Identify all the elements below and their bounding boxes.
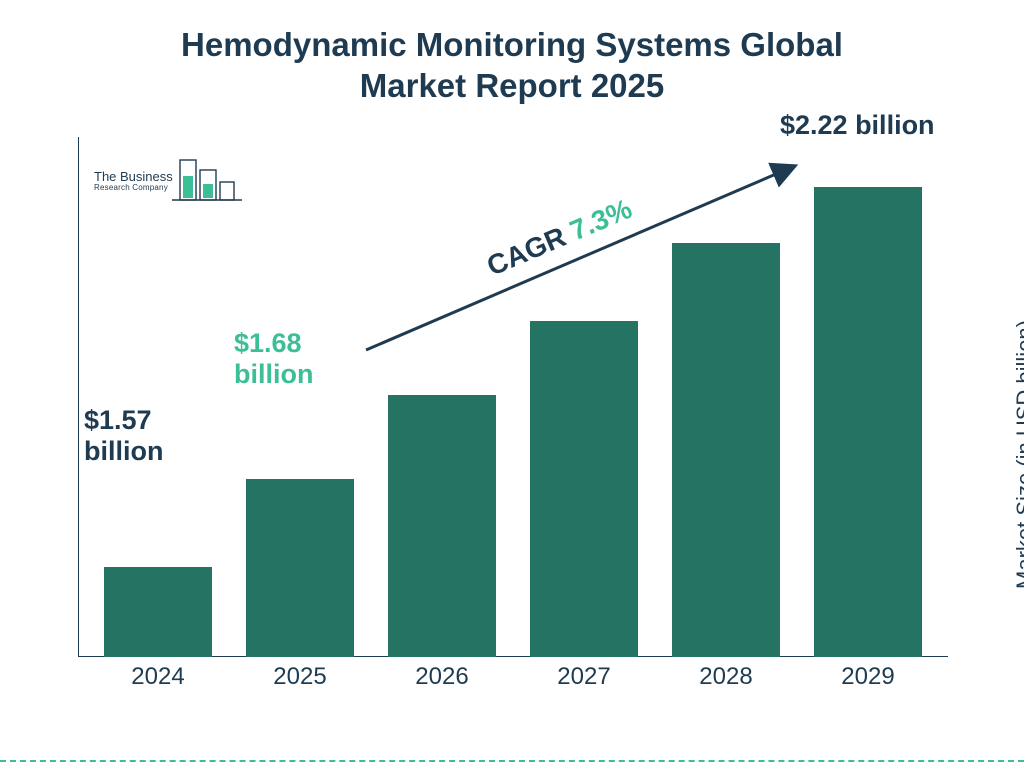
xtick-2027: 2027 bbox=[530, 657, 638, 695]
bars-container bbox=[78, 137, 948, 657]
xtick-2026: 2026 bbox=[388, 657, 496, 695]
bar-2028 bbox=[672, 243, 780, 657]
xtick-2025: 2025 bbox=[246, 657, 354, 695]
xtick-2024: 2024 bbox=[104, 657, 212, 695]
value-label-2029: $2.22 billion bbox=[780, 110, 935, 141]
x-tick-labels: 2024 2025 2026 2027 2028 2029 bbox=[78, 657, 948, 695]
title-line-2: Market Report 2025 bbox=[360, 67, 664, 104]
bar-2026 bbox=[388, 395, 496, 657]
chart-title: Hemodynamic Monitoring Systems Global Ma… bbox=[0, 24, 1024, 107]
value-label-2025: $1.68billion bbox=[234, 328, 313, 390]
bar-2029 bbox=[814, 187, 922, 657]
value-label-2024: $1.57billion bbox=[84, 405, 163, 467]
bar-2027 bbox=[530, 321, 638, 657]
bar-2025 bbox=[246, 479, 354, 657]
y-axis-label: Market Size (in USD billion) bbox=[1012, 320, 1024, 589]
bar-chart: 2024 2025 2026 2027 2028 2029 bbox=[78, 125, 948, 695]
title-line-1: Hemodynamic Monitoring Systems Global bbox=[181, 26, 843, 63]
xtick-2028: 2028 bbox=[672, 657, 780, 695]
bar-2024 bbox=[104, 567, 212, 657]
xtick-2029: 2029 bbox=[814, 657, 922, 695]
footer-dashed-line bbox=[0, 760, 1024, 762]
